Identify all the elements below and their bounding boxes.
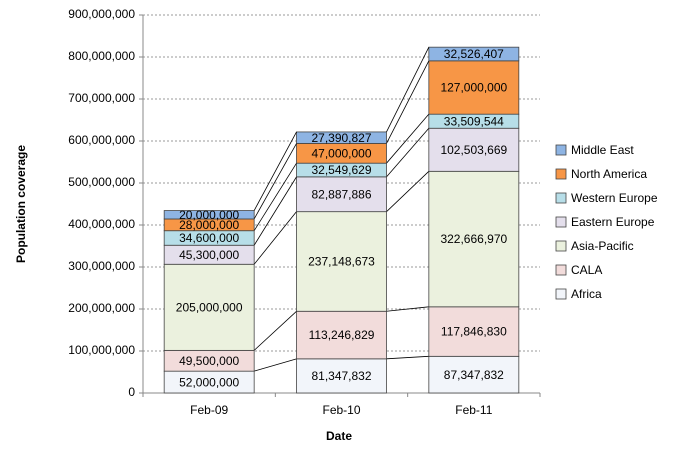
legend-swatch [555,216,567,228]
y-tick-label: 100,000,000 [68,343,135,357]
connector [386,113,430,164]
connector [386,60,430,144]
x-axis-title: Date [326,429,352,443]
legend-label: Western Europe [571,191,658,205]
legend-swatch [555,240,567,252]
connector [386,127,430,178]
y-tick-label: 300,000,000 [68,259,135,273]
y-tick-label: 200,000,000 [68,301,135,315]
bar-segment [428,60,520,115]
bar-segment [428,355,520,394]
legend-label: Africa [571,287,602,301]
y-tick-label: 700,000,000 [68,91,135,105]
connector [386,306,429,312]
value-label: 205,000,000 [176,300,243,314]
value-label: 102,503,669 [440,143,507,157]
value-label: 237,148,673 [308,255,375,269]
value-label: 82,887,886 [311,187,371,201]
y-tick-label: 900,000,000 [68,7,135,21]
x-tick-label: Feb-09 [190,403,228,417]
y-tick-label: 400,000,000 [68,217,135,231]
value-label: 52,000,000 [179,375,239,389]
legend-swatch [555,264,567,276]
value-label: 34,600,000 [179,231,239,245]
legend-swatch [555,288,567,300]
connector [253,131,297,211]
value-label: 322,666,970 [440,232,507,246]
value-label: 27,390,827 [311,131,371,145]
connector [253,143,297,220]
y-tick-label: 500,000,000 [68,175,135,189]
value-label: 20,000,000 [179,208,239,222]
legend-swatch [555,168,567,180]
value-label: 33,509,544 [444,114,504,128]
value-label: 45,300,000 [179,248,239,262]
legend-label: Asia-Pacific [571,239,634,253]
legend-label: Middle East [571,143,634,157]
x-tick-label: Feb-10 [322,403,360,417]
legend-label: CALA [571,263,602,277]
connector [386,46,430,133]
y-tick-label: 600,000,000 [68,133,135,147]
y-tick-label: 0 [128,385,135,399]
connector [386,171,430,212]
bar-segment [428,46,520,62]
bar-segment [428,170,520,308]
value-label: 32,549,629 [311,163,371,177]
value-label: 32,526,407 [444,47,504,61]
connector [253,162,297,231]
bar-segment [296,211,387,312]
bar-segment [163,210,255,220]
legend-swatch [555,144,567,156]
value-label: 81,347,832 [311,369,371,383]
connector [253,310,297,351]
bar-segment [163,263,255,351]
value-label: 87,347,832 [444,368,504,382]
value-label: 28,000,000 [179,218,239,232]
value-label: 113,246,829 [309,328,375,342]
value-label: 127,000,000 [440,81,507,95]
connector [253,176,297,246]
legend-label: Eastern Europe [571,215,655,229]
y-axis-title: Population coverage [14,145,28,263]
value-label: 117,846,830 [441,325,507,339]
value-label: 47,000,000 [311,146,371,160]
bar-segment [296,131,387,144]
connector [254,358,297,372]
bar-segment [296,310,387,360]
value-label: 49,500,000 [179,354,239,368]
y-tick-label: 800,000,000 [68,49,135,63]
legend-swatch [555,192,567,204]
connector [386,355,429,360]
x-tick-label: Feb-11 [455,403,492,417]
legend-label: North America [571,167,647,181]
connector [253,211,297,265]
bar-segment [428,127,520,172]
